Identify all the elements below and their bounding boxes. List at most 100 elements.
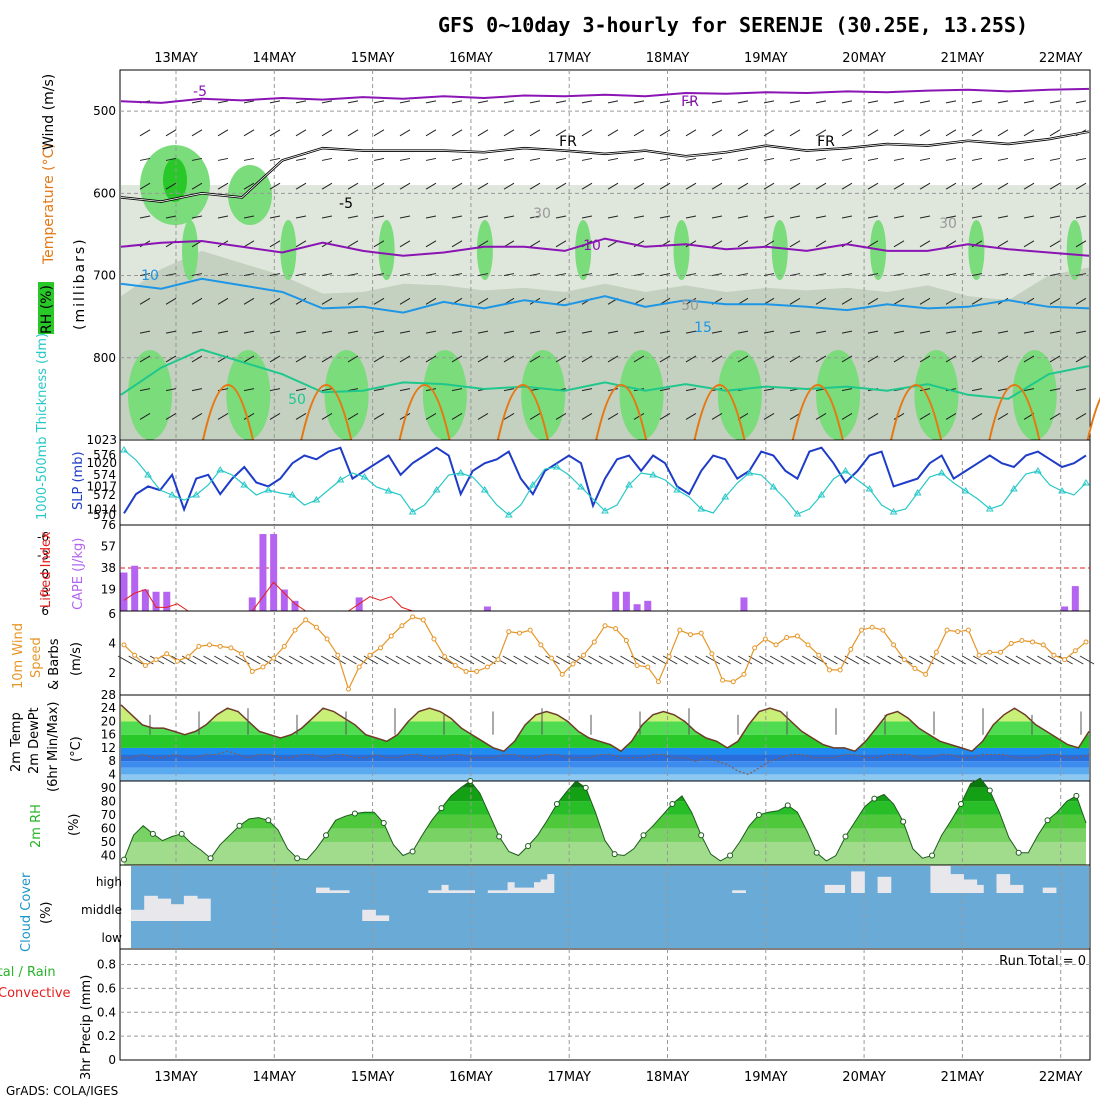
wind-speed-point [709,651,715,657]
wind-barb [299,655,314,665]
wind-barb [503,129,515,137]
wind-barb [217,215,229,219]
cloud-high-bar [448,890,456,893]
temperature-contours: -5 FR FR FR -5 10 10 15 50 30 30 50 [120,84,1100,441]
date-label-bottom: 17MAY [547,1070,591,1085]
wind-speed-point [784,635,790,641]
wind-speed-point [463,668,469,674]
wind-speed-point [623,637,629,643]
wind-barb [1049,388,1061,392]
wind-grid [175,611,1062,695]
wind-barb [867,215,879,219]
wind-speed-point [378,645,384,651]
cloud-high-bar [461,890,469,893]
wind-barb [972,655,988,665]
wind-speed-point [431,636,437,642]
wind-barb [841,182,853,190]
contour-label: FR [559,134,577,150]
thickness-marker [937,469,946,476]
wind-barb [940,655,956,665]
wind-barb [945,157,957,161]
wind-barb [919,100,931,104]
cloud-high-bar [454,890,462,893]
wind-barb [971,388,983,392]
wind-barb [1075,297,1087,305]
thickness-marker [625,481,633,488]
wind-barb [711,240,723,248]
wind-barb [373,413,385,420]
wind-barb [711,182,723,190]
cape-bar [633,604,641,611]
temperature-axis-label: Temperature (°C) [41,143,57,265]
wind-barb [310,655,325,665]
wind-barb [815,413,827,420]
contour-warm-arc [595,384,648,441]
thickness-marker [168,491,176,498]
wind-barb [994,655,1009,665]
wind-speed-point [549,655,555,661]
wind-barb [1075,157,1087,161]
cloud-tick-label: low [102,931,123,945]
temperature-tick-label: 16 [101,728,116,742]
wind-barb [269,297,281,305]
cape-bar [248,597,256,611]
thickness-marker [384,487,393,494]
wind-barb [855,655,870,665]
wind-barb [269,182,281,190]
wind-speed-point [538,642,544,648]
temp-label-3: (6hr Min/Max) [46,702,61,792]
wind-barb [971,413,983,420]
date-label-top: 21MAY [941,51,985,66]
rh-green-streak [575,220,592,280]
wind-barb [427,655,443,665]
wind-barb [347,182,359,190]
wind-barb [919,330,931,334]
cape-bar [120,572,128,611]
wind-barb [737,655,753,665]
wind-barb [841,330,853,334]
wind-barb [971,355,983,363]
wind-barb [160,655,176,665]
rh-point [640,832,647,839]
wind-speed-point [677,627,683,633]
thickness-marker [889,508,898,515]
rh-green-column [816,350,861,440]
temp-label-2: 2m DewPt [27,707,42,774]
wind-barb [581,182,593,190]
cloud-high-bar [857,871,865,893]
wind-barb [1026,655,1041,665]
wind-barb [373,273,385,277]
wind-barb [451,240,463,248]
wind-barb [945,182,957,190]
wind-barb [1075,330,1087,334]
wind-panel: 2 4 6 10m Wind Speed & Barbs (m/s) [11,607,1095,696]
temperature-band [121,754,1089,762]
wind-barb [347,355,359,363]
wind-barb [641,655,657,665]
thickness-marker [240,481,249,488]
wind-barb [780,655,795,665]
wind-speed-point [602,623,608,629]
cloud-high-bar [970,879,978,893]
rh-band [124,841,1086,865]
contour-warm-arc [398,384,451,441]
wind-barb [165,129,177,137]
wind-speed-point [1008,640,1014,646]
cloud-middle-bar [137,909,145,921]
wind-barb [523,655,539,665]
wind-barb [477,157,489,161]
rh-green-column [324,350,369,440]
cape-bar [1071,586,1079,611]
wind-barb [737,215,749,219]
wind-barb [841,129,853,137]
wind-barb [347,129,359,137]
thickness-marker [408,508,417,515]
precip-tick-label: 0.6 [97,981,116,995]
wind-barb [243,330,255,334]
wind-speed-point [324,636,330,642]
cape-bar [612,591,620,611]
temperature-series [120,704,1090,776]
rh-point [121,856,127,863]
cloud-high-bar [937,866,945,893]
wind-barb [737,273,749,277]
